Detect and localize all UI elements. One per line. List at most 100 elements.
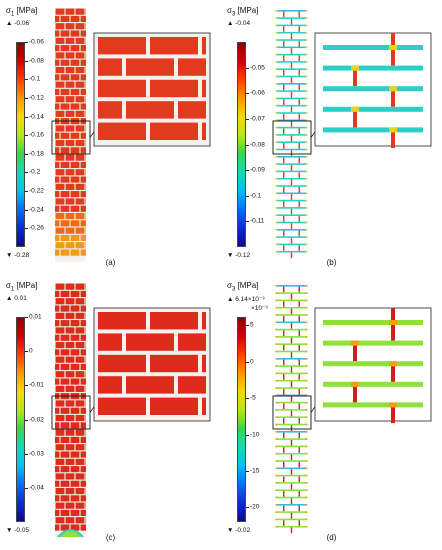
brick <box>55 320 60 327</box>
brick <box>60 220 70 227</box>
joint-node <box>305 119 308 122</box>
head-joint <box>298 461 300 468</box>
brick <box>60 320 70 327</box>
head-joint <box>283 172 285 178</box>
head-joint <box>298 70 300 76</box>
head-joint <box>283 84 285 91</box>
zoom-brick <box>150 37 198 55</box>
brick <box>75 125 85 132</box>
bed-joint <box>276 328 307 331</box>
brick <box>80 495 86 502</box>
brick <box>55 451 60 458</box>
zoom-brick <box>178 101 206 119</box>
brick <box>80 205 86 212</box>
colorbar-tick-label: -0.01 <box>29 381 44 389</box>
brick <box>80 191 86 198</box>
bed-joint <box>276 163 307 165</box>
colorbar-tick-mark <box>25 419 28 421</box>
brick <box>60 176 70 183</box>
joint-node <box>275 518 278 521</box>
colorbar-tick-mark <box>25 60 28 62</box>
brick <box>55 227 65 234</box>
colorbar-tick-mark <box>246 195 249 197</box>
brick <box>55 436 60 444</box>
head-joint <box>283 345 285 351</box>
joint-node <box>305 350 308 353</box>
brick <box>60 378 70 385</box>
brick <box>70 436 80 444</box>
colorbar <box>16 317 25 522</box>
joint-node <box>305 518 308 521</box>
joint-node <box>305 525 308 528</box>
brick <box>60 88 70 96</box>
zoom-bed-joint <box>323 381 423 387</box>
stress-label: σ3 [MPa] <box>227 6 258 18</box>
bed-joint <box>276 431 307 433</box>
head-joint <box>290 469 293 475</box>
head-joint <box>283 245 285 251</box>
zoom-brick <box>126 376 174 394</box>
bed-joint <box>276 372 307 375</box>
stress-unit: [MPa] <box>14 6 38 15</box>
zoom-joint-node <box>351 65 359 71</box>
brick <box>80 249 86 256</box>
brick <box>55 283 65 290</box>
colorbar-max-label: ▲ 6.14×10⁻³ <box>227 296 265 303</box>
brick <box>80 349 86 356</box>
joint-node <box>305 343 308 345</box>
head-joint <box>298 40 300 47</box>
brick <box>80 407 86 414</box>
joint-node <box>305 170 308 173</box>
bed-joint <box>276 379 307 382</box>
brick <box>55 169 65 176</box>
brick <box>80 176 86 183</box>
zoom-bed-joint <box>323 320 423 325</box>
bottom-stress-zone <box>57 529 84 538</box>
joint-node <box>275 170 278 173</box>
joint-node <box>275 350 278 353</box>
brick <box>70 132 80 139</box>
brick <box>65 154 75 161</box>
brick <box>55 81 65 88</box>
joint-node <box>275 336 278 338</box>
brick <box>75 139 85 147</box>
joint-node <box>305 68 308 70</box>
brick <box>60 147 70 154</box>
head-joint <box>290 381 293 388</box>
brick <box>55 422 60 429</box>
joint-node <box>305 90 308 92</box>
head-joint <box>298 99 300 105</box>
brick <box>55 429 65 436</box>
bed-joint <box>276 68 307 70</box>
head-joint <box>283 230 285 237</box>
stress-symbol: σ <box>6 6 11 15</box>
bed-joint <box>276 177 307 180</box>
bed-joint <box>276 525 307 528</box>
head-joint <box>290 106 293 113</box>
joint-node <box>275 141 278 143</box>
colorbar-tick-label: -0.11 <box>250 217 265 225</box>
colorbar-tick-mark <box>246 144 249 146</box>
bed-joint <box>276 314 307 316</box>
brick <box>75 37 85 44</box>
brick <box>55 176 60 183</box>
joint-node <box>275 394 278 397</box>
brick <box>80 451 86 458</box>
stress-subscript: 1 <box>10 11 15 18</box>
brick <box>75 169 85 176</box>
joint-node <box>275 83 278 85</box>
zoom-brick <box>202 79 206 98</box>
head-joint <box>283 330 285 337</box>
brick <box>60 132 70 139</box>
zoom-head-joint <box>391 132 395 148</box>
brick <box>80 509 86 517</box>
joint-node <box>305 221 308 224</box>
joint-node <box>305 185 308 187</box>
brick <box>60 524 70 531</box>
colorbar-tick-mark <box>246 471 249 472</box>
brick <box>75 473 85 480</box>
brick <box>80 480 86 487</box>
brick <box>65 517 75 524</box>
brick <box>70 30 80 37</box>
joint-node <box>275 496 278 499</box>
